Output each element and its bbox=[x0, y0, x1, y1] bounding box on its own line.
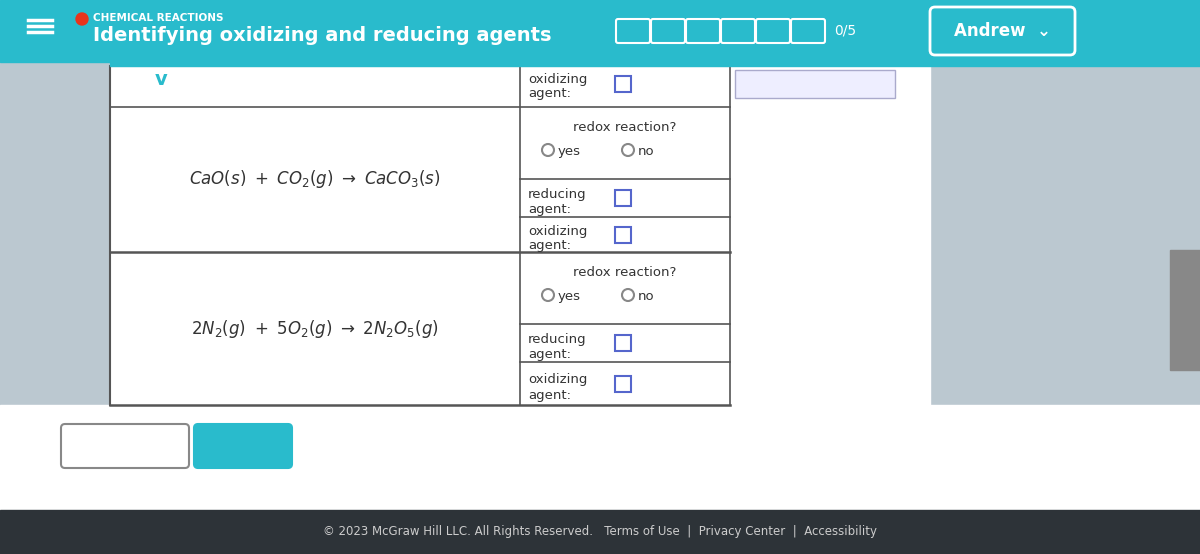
Text: no: no bbox=[638, 290, 655, 303]
Text: reducing
agent:: reducing agent: bbox=[528, 333, 587, 361]
Bar bbox=[1170, 250, 1200, 370]
FancyBboxPatch shape bbox=[61, 424, 190, 468]
Bar bbox=[734, 70, 895, 98]
Bar bbox=[616, 335, 631, 351]
Text: yes: yes bbox=[558, 145, 581, 158]
Bar bbox=[616, 227, 631, 243]
Text: redox reaction?: redox reaction? bbox=[574, 266, 677, 279]
FancyBboxPatch shape bbox=[194, 424, 292, 468]
Text: yes: yes bbox=[558, 290, 581, 303]
Circle shape bbox=[542, 144, 554, 156]
Text: $2\mathit{N_2}(g)\ +\ 5\mathit{O_2}(g)\ \rightarrow\ 2\mathit{N_2O_5}(g)$: $2\mathit{N_2}(g)\ +\ 5\mathit{O_2}(g)\ … bbox=[191, 317, 439, 340]
Text: redox reaction?: redox reaction? bbox=[574, 121, 677, 134]
Bar bbox=[0, 62, 110, 554]
Bar bbox=[730, 62, 1200, 554]
Bar bbox=[616, 75, 631, 91]
Text: Explanation: Explanation bbox=[80, 439, 170, 454]
Text: no: no bbox=[638, 145, 655, 158]
Text: oxidizing
agent:: oxidizing agent: bbox=[528, 224, 587, 253]
Bar bbox=[0, 405, 1200, 510]
Text: Identifying oxidizing and reducing agents: Identifying oxidizing and reducing agent… bbox=[94, 26, 552, 45]
Text: oxidizing
agent:: oxidizing agent: bbox=[528, 373, 587, 402]
Bar bbox=[616, 376, 631, 392]
Bar bbox=[0, 0, 1200, 62]
Text: Check: Check bbox=[217, 439, 269, 454]
Text: reducing
agent:: reducing agent: bbox=[528, 188, 587, 216]
Text: CHEMICAL REACTIONS: CHEMICAL REACTIONS bbox=[94, 13, 223, 23]
Circle shape bbox=[76, 13, 88, 25]
Bar bbox=[110, 62, 1200, 66]
Bar bbox=[110, 62, 930, 405]
Text: $\mathit{CaO}(s)\ +\ \mathit{CO_2}(g)\ \rightarrow\ \mathit{CaCO_3}(s)$: $\mathit{CaO}(s)\ +\ \mathit{CO_2}(g)\ \… bbox=[190, 168, 440, 191]
Circle shape bbox=[622, 144, 634, 156]
Text: oxidizing
agent:: oxidizing agent: bbox=[528, 73, 587, 100]
Text: Andrew  ⌄: Andrew ⌄ bbox=[954, 22, 1051, 40]
Bar bbox=[0, 510, 1200, 554]
Circle shape bbox=[542, 289, 554, 301]
Bar bbox=[616, 190, 631, 206]
Text: v: v bbox=[155, 70, 168, 89]
Text: © 2023 McGraw Hill LLC. All Rights Reserved.   Terms of Use  |  Privacy Center  : © 2023 McGraw Hill LLC. All Rights Reser… bbox=[323, 526, 877, 538]
Circle shape bbox=[622, 289, 634, 301]
Text: 0/5: 0/5 bbox=[834, 24, 856, 38]
